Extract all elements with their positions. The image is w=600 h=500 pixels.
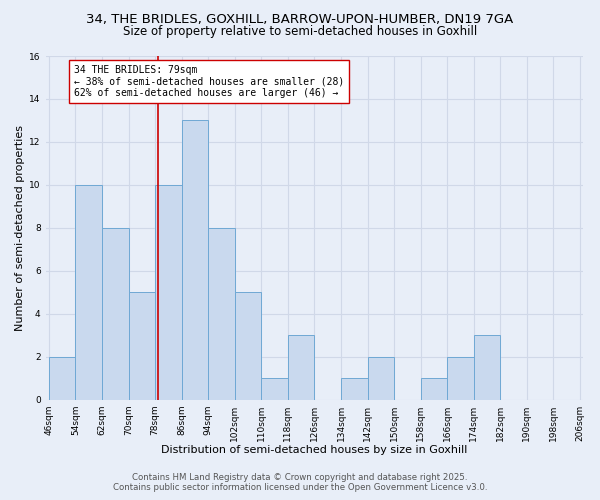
Y-axis label: Number of semi-detached properties: Number of semi-detached properties (15, 125, 25, 331)
Bar (474, 335, 500, 400)
Bar (262, 378, 288, 400)
Bar (421, 378, 447, 400)
Bar (235, 292, 262, 400)
Text: Contains HM Land Registry data © Crown copyright and database right 2025.
Contai: Contains HM Land Registry data © Crown c… (113, 473, 487, 492)
Text: 34 THE BRIDLES: 79sqm
← 38% of semi-detached houses are smaller (28)
62% of semi: 34 THE BRIDLES: 79sqm ← 38% of semi-deta… (74, 64, 344, 98)
Text: Size of property relative to semi-detached houses in Goxhill: Size of property relative to semi-detach… (123, 25, 477, 38)
Bar (102, 228, 128, 400)
Bar (49, 356, 76, 400)
Bar (155, 185, 182, 400)
Bar (76, 185, 102, 400)
Bar (128, 292, 155, 400)
X-axis label: Distribution of semi-detached houses by size in Goxhill: Distribution of semi-detached houses by … (161, 445, 467, 455)
Bar (447, 356, 474, 400)
Bar (208, 228, 235, 400)
Bar (368, 356, 394, 400)
Bar (182, 120, 208, 400)
Bar (341, 378, 368, 400)
Bar (288, 335, 314, 400)
Text: 34, THE BRIDLES, GOXHILL, BARROW-UPON-HUMBER, DN19 7GA: 34, THE BRIDLES, GOXHILL, BARROW-UPON-HU… (86, 12, 514, 26)
